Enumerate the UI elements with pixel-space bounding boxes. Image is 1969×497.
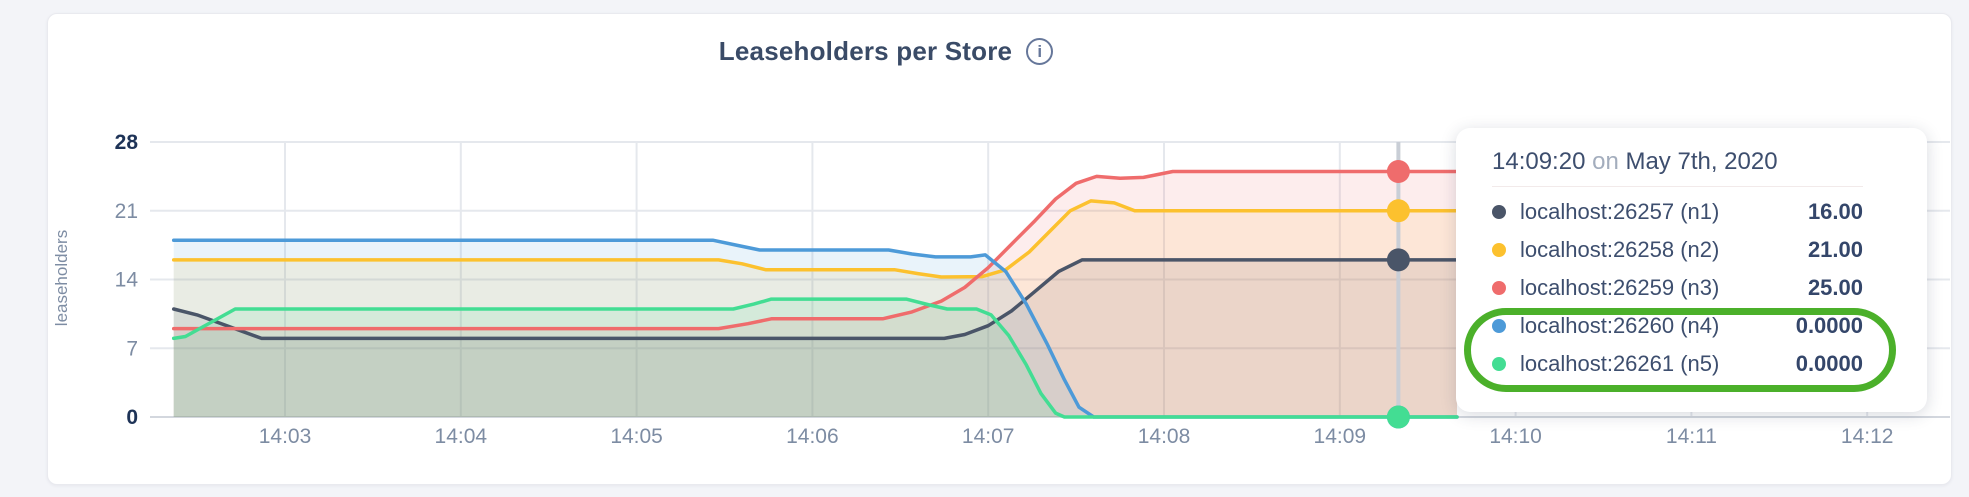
x-tick-label: 14:11: [1666, 425, 1717, 448]
series-value: 25.00: [1807, 275, 1863, 300]
chart-header: Leaseholders per Store i: [0, 36, 1772, 67]
tooltip-row: localhost:26259 (n3) 25.00: [1492, 269, 1863, 307]
hover-point-dot[interactable]: [1386, 248, 1410, 272]
tooltip-row: localhost:26261 (n5) 0.0000: [1492, 345, 1863, 383]
x-tick-label: 14:06: [786, 425, 839, 448]
series-color-dot-icon: [1492, 319, 1506, 333]
series-line: [171, 258, 1459, 341]
hover-point-dot[interactable]: [1386, 199, 1410, 223]
series-line: [171, 238, 1459, 419]
y-axis-title: leaseholders: [52, 229, 71, 327]
series-area: [173, 240, 1458, 417]
y-tick-label: 21: [115, 200, 138, 223]
page-title: Leaseholders per Store: [718, 36, 1013, 66]
series-value: 21.00: [1807, 237, 1863, 262]
series-color-dot-icon: [1492, 243, 1506, 257]
series-line: [171, 169, 1459, 331]
series-name: localhost:26261 (n5): [1520, 351, 1720, 376]
series-area: [173, 171, 1458, 417]
y-tick-label: 28: [115, 131, 139, 154]
y-tick-label: 7: [126, 337, 138, 360]
series-value: 0.0000: [1795, 313, 1863, 338]
x-tick-label: 14:05: [610, 425, 663, 448]
tooltip-row: localhost:26258 (n2) 21.00: [1492, 231, 1863, 269]
series-color-dot-icon: [1492, 281, 1506, 295]
tooltip-row: localhost:26260 (n4) 0.0000: [1492, 307, 1863, 345]
info-icon[interactable]: i: [1026, 38, 1054, 65]
tooltip-row: localhost:26257 (n1) 16.00: [1492, 193, 1863, 231]
tooltip-time: 14:09:20: [1492, 148, 1586, 175]
x-tick-label: 14:07: [962, 425, 1015, 448]
y-tick-label: 0: [126, 406, 138, 429]
tooltip-rows: localhost:26257 (n1) 16.00 localhost:26258…: [1492, 193, 1863, 383]
series-name: localhost:26259 (n3): [1520, 275, 1720, 300]
x-tick-label: 14:04: [435, 425, 488, 448]
series-name: localhost:26258 (n2): [1520, 237, 1720, 262]
tooltip-on: on: [1592, 148, 1619, 175]
x-tick-label: 14:08: [1138, 425, 1191, 448]
series-line: [171, 297, 1459, 419]
hover-point-dot[interactable]: [1386, 159, 1410, 183]
series-name: localhost:26257 (n1): [1520, 199, 1720, 224]
series-line: [171, 199, 1459, 279]
series-value: 16.00: [1807, 199, 1863, 224]
series-color-dot-icon: [1492, 357, 1506, 371]
x-tick-label: 14:03: [259, 425, 312, 448]
tooltip-header: 14:09:20 on May 7th, 2020: [1492, 148, 1863, 187]
series-value: 0.0000: [1795, 351, 1863, 376]
series-color-dot-icon: [1492, 205, 1506, 219]
series-name: localhost:26260 (n4): [1520, 313, 1720, 338]
hover-point-dot[interactable]: [1386, 405, 1410, 429]
series-area: [173, 200, 1458, 417]
y-tick-label: 14: [115, 269, 139, 292]
x-tick-label: 14:09: [1314, 425, 1367, 448]
x-tick-label: 14:12: [1841, 425, 1894, 448]
x-tick-label: 14:10: [1489, 425, 1542, 448]
tooltip-date: May 7th, 2020: [1625, 148, 1778, 175]
hover-tooltip: 14:09:20 on May 7th, 2020 localhost:2625…: [1456, 128, 1927, 412]
